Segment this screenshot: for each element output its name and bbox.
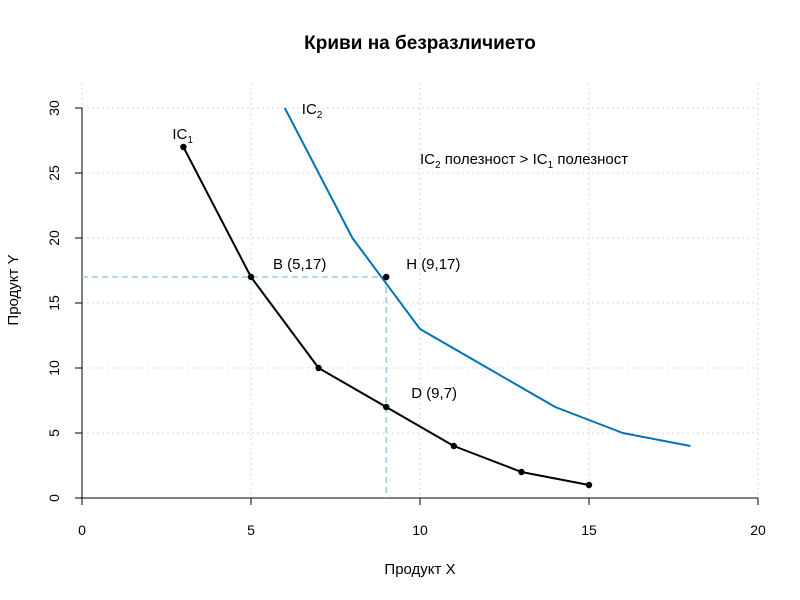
utility-annotation: IC2 полезност > IC1 полезност bbox=[420, 151, 628, 171]
y-tick-label: 15 bbox=[46, 295, 62, 311]
y-tick-label: 30 bbox=[46, 100, 62, 116]
ic1-point bbox=[450, 442, 457, 450]
point-h-label: H (9,17) bbox=[406, 256, 460, 273]
ic1-point bbox=[585, 481, 593, 489]
guide-lines bbox=[82, 276, 387, 498]
ic1-point bbox=[315, 364, 322, 372]
point-b-label: B (5,17) bbox=[273, 256, 326, 273]
y-tick-label: 20 bbox=[46, 230, 62, 246]
x-tick-label: 0 bbox=[78, 522, 86, 538]
annotation-sub-b: 1 bbox=[548, 160, 554, 171]
ic1-point bbox=[180, 143, 187, 151]
y-tick-label: 25 bbox=[46, 165, 62, 181]
point-h-marker bbox=[383, 273, 390, 281]
labels: IC1 IC2 B (5,17) H (9,17) D (9,7) bbox=[172, 101, 460, 402]
x-tick-label: 15 bbox=[581, 522, 597, 538]
y-tick-label: 0 bbox=[46, 494, 62, 502]
annotation-part-a: IC bbox=[420, 151, 435, 168]
x-tick-label: 10 bbox=[412, 522, 428, 538]
axes: 0 5 10 15 20 0 5 10 15 20 25 30 bbox=[46, 100, 766, 538]
y-tick-label: 10 bbox=[46, 360, 62, 376]
x-axis-title: Продукт X bbox=[384, 561, 455, 578]
chart-title: Криви на безразличието bbox=[304, 33, 536, 54]
ic1-curve bbox=[182, 146, 590, 486]
ic2-curve bbox=[283, 107, 691, 447]
ic1-point bbox=[383, 403, 390, 411]
annotation-part-c: полезност bbox=[553, 151, 628, 168]
annotation-part-b: полезност > IC bbox=[441, 151, 548, 168]
ic1-point bbox=[518, 468, 525, 476]
x-tick-label: 5 bbox=[247, 522, 255, 538]
point-d-label: D (9,7) bbox=[411, 385, 457, 402]
y-axis-title: Продукт Y bbox=[5, 254, 22, 325]
annotation-sub-a: 2 bbox=[435, 160, 441, 171]
series bbox=[180, 107, 691, 489]
y-tick-label: 5 bbox=[46, 429, 62, 437]
ic2-label: IC2 bbox=[302, 101, 323, 121]
ic1-point bbox=[247, 273, 255, 281]
ic1-label: IC1 bbox=[172, 126, 193, 146]
x-tick-label: 20 bbox=[750, 522, 766, 538]
